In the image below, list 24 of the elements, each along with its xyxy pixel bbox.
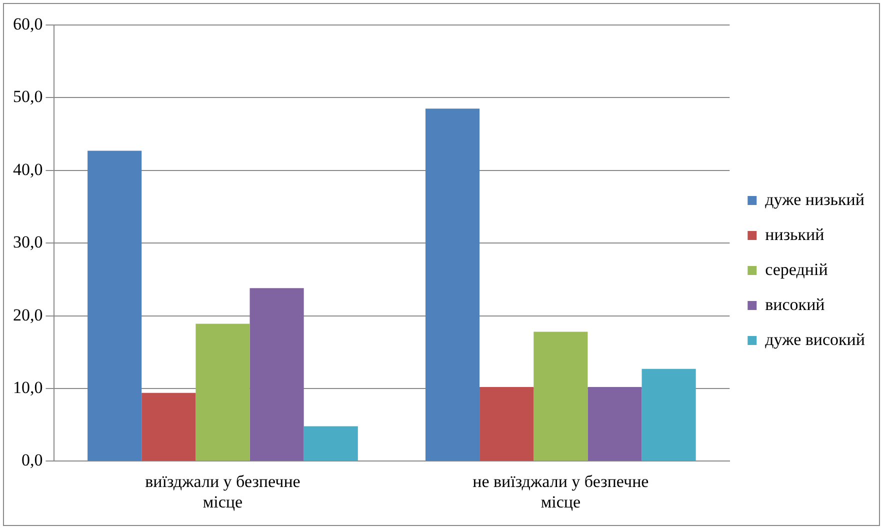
bar [142, 392, 196, 461]
legend-label: низький [765, 224, 824, 244]
y-tick-label: 30,0 [13, 232, 43, 252]
bar [196, 324, 250, 461]
bar [88, 150, 142, 461]
legend-label: дуже високий [765, 330, 866, 349]
legend-label: середній [765, 260, 828, 279]
y-tick-label: 50,0 [13, 87, 43, 106]
x-tick-label: виїзджали у безпечне місце [145, 472, 300, 512]
y-tick-label: 0,0 [22, 450, 43, 470]
y-tick-label: 60,0 [13, 14, 43, 34]
legend-label: високий [765, 294, 825, 314]
bar [250, 288, 304, 461]
bar [534, 332, 588, 461]
y-tick-label: 10,0 [13, 378, 43, 397]
bar [588, 387, 642, 461]
bar [480, 387, 534, 461]
legend-label: дуже низький [765, 190, 865, 209]
bar [304, 426, 358, 461]
bar [425, 108, 480, 461]
y-tick-label: 40,0 [13, 160, 43, 179]
y-tick-label: 20,0 [13, 305, 43, 324]
bar [642, 368, 696, 461]
x-tick-label: не виїзджали у безпечне місце [472, 472, 649, 512]
